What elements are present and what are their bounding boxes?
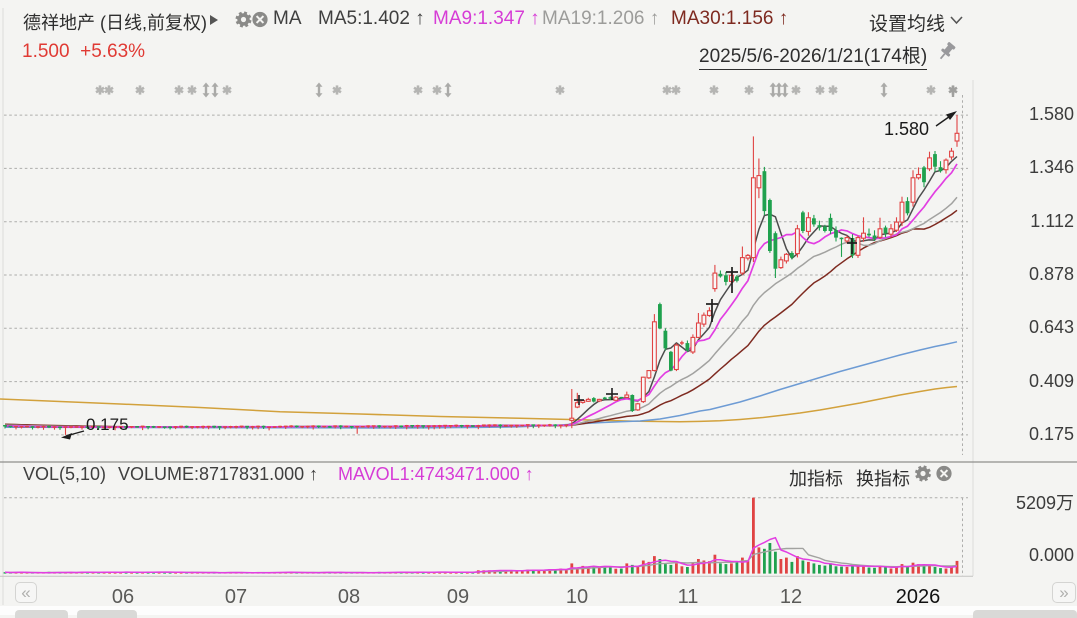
svg-text:1.580: 1.580 — [884, 119, 929, 139]
svg-text:0.175: 0.175 — [86, 415, 129, 434]
